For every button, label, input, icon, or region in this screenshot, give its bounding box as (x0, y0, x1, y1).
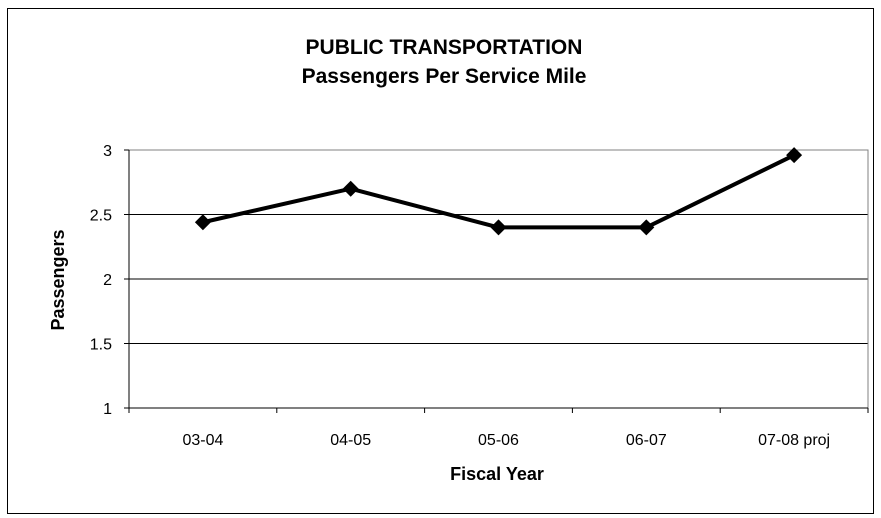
y-axis-title: Passengers (48, 229, 68, 330)
y-tick-label: 2 (103, 272, 112, 289)
data-point-marker (490, 219, 507, 236)
x-tick-label: 07-08 proj (758, 432, 830, 449)
x-tick-label: 06-07 (626, 432, 667, 449)
data-point-marker (342, 180, 359, 197)
x-tick-label: 03-04 (182, 432, 223, 449)
data-point-marker (786, 147, 803, 164)
x-axis-title: Fiscal Year (450, 464, 544, 484)
y-tick-labels: 1 1.5 2 2.5 3 (90, 143, 112, 418)
series-line (202, 153, 795, 230)
x-tick-labels: 03-04 04-05 05-06 06-07 07-08 proj (182, 432, 830, 449)
x-tick-label: 04-05 (330, 432, 371, 449)
chart-title: PUBLIC TRANSPORTATION (306, 36, 583, 59)
gridlines (129, 149, 868, 344)
y-tick-label: 3 (103, 143, 112, 160)
axes (124, 149, 869, 413)
chart-frame (7, 8, 874, 514)
chart-subtitle: Passengers Per Service Mile (302, 65, 587, 88)
y-tick-label: 2.5 (90, 208, 112, 225)
data-series (194, 147, 803, 236)
data-point-marker (638, 219, 655, 236)
y-tick-label: 1 (103, 401, 112, 418)
x-tick-label: 05-06 (478, 432, 519, 449)
y-tick-label: 1.5 (90, 337, 112, 354)
data-point-marker (194, 214, 211, 231)
